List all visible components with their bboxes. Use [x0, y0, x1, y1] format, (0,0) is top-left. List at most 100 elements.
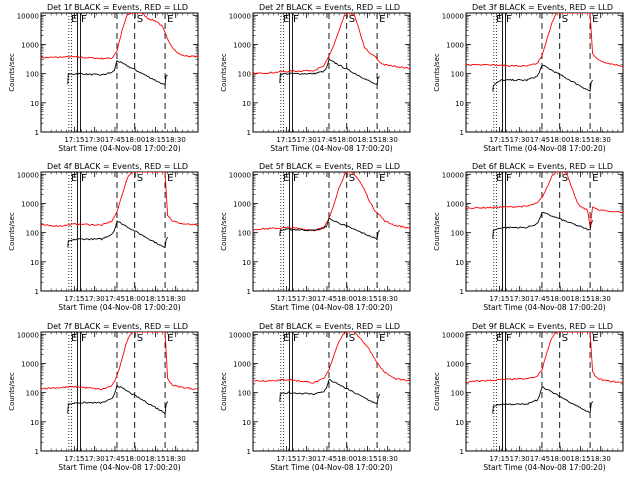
y-tick-label: 100 [238, 71, 251, 79]
x-tick-label: 17:15 [276, 136, 296, 144]
y-tick-label: 10000 [442, 171, 464, 179]
y-tick-label: 100 [451, 71, 464, 79]
y-axis-label: Counts/sec [8, 53, 16, 92]
y-tick-label: 100 [26, 71, 39, 79]
y-tick-label: 100 [238, 390, 251, 398]
x-tick-label: 18:00 [125, 455, 145, 463]
x-tick-label: 18:15 [570, 455, 590, 463]
x-tick-label: 17:15 [489, 455, 509, 463]
x-tick-label: 18:00 [337, 455, 357, 463]
marker-label: F [506, 14, 512, 25]
x-tick-label: 18:30 [378, 295, 398, 303]
panel-det7: Det 7f BLACK = Events, RED = LLD 1 10 100 10… [8, 322, 199, 472]
series-events-black [67, 59, 168, 86]
marker-label: E [379, 333, 385, 344]
x-tick-label: 17:30 [297, 136, 317, 144]
marker-label: F [81, 14, 87, 25]
marker-label: E [71, 333, 77, 344]
y-tick-label: 100 [238, 230, 251, 238]
x-tick-label: 17:15 [489, 136, 509, 144]
marker-label: E [592, 14, 598, 25]
panel-det5: Det 5f BLACK = Events, RED = LLD 1 10 100 10… [220, 162, 411, 312]
panel-title: Det 8f BLACK = Events, RED = LLD [259, 322, 400, 331]
x-tick-label: 17:30 [85, 455, 105, 463]
x-tick-label: 18:15 [570, 136, 590, 144]
panel-title: Det 1f BLACK = Events, RED = LLD [47, 3, 188, 12]
y-tick-label: 1000 [233, 360, 251, 368]
plot-frame [465, 331, 624, 452]
series-events-black [279, 379, 381, 405]
y-axis-label: Counts/sec [220, 372, 228, 411]
x-tick-label: 18:30 [591, 455, 611, 463]
y-tick-label: 100 [26, 230, 39, 238]
series-lld-red [253, 172, 410, 232]
y-tick-label: 1000 [446, 41, 464, 49]
panel-det6: Det 6f BLACK = Events, RED = LLD 1 10 100 10… [433, 162, 624, 312]
marker-label: E [379, 14, 385, 25]
marker-label: S [349, 14, 355, 25]
x-tick-label: 17:30 [297, 295, 317, 303]
x-tick-label: 18:00 [550, 136, 570, 144]
x-tick-label: 17:15 [276, 295, 296, 303]
series-lld-red [253, 13, 410, 75]
panel-title: Det 2f BLACK = Events, RED = LLD [259, 3, 400, 12]
x-tick-label: 18:15 [357, 455, 377, 463]
x-tick-label: 17:15 [64, 136, 84, 144]
series-events-black [67, 220, 168, 248]
y-tick-label: 10000 [442, 331, 464, 339]
x-tick-label: 17:45 [317, 136, 337, 144]
plot-frame [252, 171, 411, 292]
series-lld-red [41, 172, 198, 227]
x-tick-label: 17:30 [85, 295, 105, 303]
panel-det8: Det 8f BLACK = Events, RED = LLD 1 10 100 10… [220, 322, 411, 472]
x-axis-label: Start Time (04-Nov-08 17:00:20) [58, 303, 180, 312]
x-tick-label: 17:45 [105, 455, 125, 463]
panel-title: Det 4f BLACK = Events, RED = LLD [47, 162, 188, 171]
x-tick-label: 17:30 [510, 136, 530, 144]
series-lld-red [466, 172, 623, 228]
x-tick-label: 17:30 [510, 455, 530, 463]
series-events-black [279, 58, 380, 86]
x-tick-label: 18:30 [166, 295, 186, 303]
y-tick-label: 10 [455, 100, 464, 108]
panel-det9: Det 9f BLACK = Events, RED = LLD 1 10 100 10… [433, 322, 624, 472]
x-tick-label: 17:45 [530, 136, 550, 144]
marker-label: E [283, 14, 289, 25]
series-events-black [492, 386, 594, 414]
y-axis-label: Counts/sec [433, 372, 441, 411]
marker-label: F [506, 333, 512, 344]
y-tick-label: 10 [242, 259, 251, 267]
x-tick-label: 18:15 [357, 136, 377, 144]
x-tick-label: 18:15 [357, 295, 377, 303]
y-axis-label: Counts/sec [220, 53, 228, 92]
marker-label: E [592, 333, 598, 344]
y-tick-label: 1 [247, 448, 251, 456]
y-tick-label: 1 [247, 288, 251, 296]
y-tick-label: 1 [460, 129, 464, 137]
x-tick-label: 18:30 [378, 455, 398, 463]
marker-label: F [293, 173, 299, 184]
y-tick-label: 10000 [229, 12, 251, 20]
y-tick-label: 100 [26, 390, 39, 398]
marker-label: S [562, 14, 568, 25]
x-axis-label: Start Time (04-Nov-08 17:00:20) [270, 144, 392, 153]
y-tick-label: 1 [460, 448, 464, 456]
series-events-black [279, 217, 380, 241]
x-tick-label: 18:00 [125, 136, 145, 144]
y-axis-label: Counts/sec [433, 53, 441, 92]
marker-label: E [496, 173, 502, 184]
x-tick-label: 17:45 [317, 455, 337, 463]
y-tick-label: 1000 [233, 200, 251, 208]
marker-label: F [506, 173, 512, 184]
y-tick-label: 10000 [17, 331, 39, 339]
y-tick-label: 1000 [21, 41, 39, 49]
panel-title: Det 7f BLACK = Events, RED = LLD [47, 322, 188, 331]
y-tick-label: 1000 [446, 360, 464, 368]
marker-label: E [283, 173, 289, 184]
y-axis-label: Counts/sec [220, 212, 228, 251]
y-tick-label: 1000 [446, 200, 464, 208]
panel-title: Det 6f BLACK = Events, RED = LLD [472, 162, 613, 171]
plot-frame [465, 12, 624, 133]
x-axis-label: Start Time (04-Nov-08 17:00:20) [270, 303, 392, 312]
series-lld-red [253, 332, 410, 384]
